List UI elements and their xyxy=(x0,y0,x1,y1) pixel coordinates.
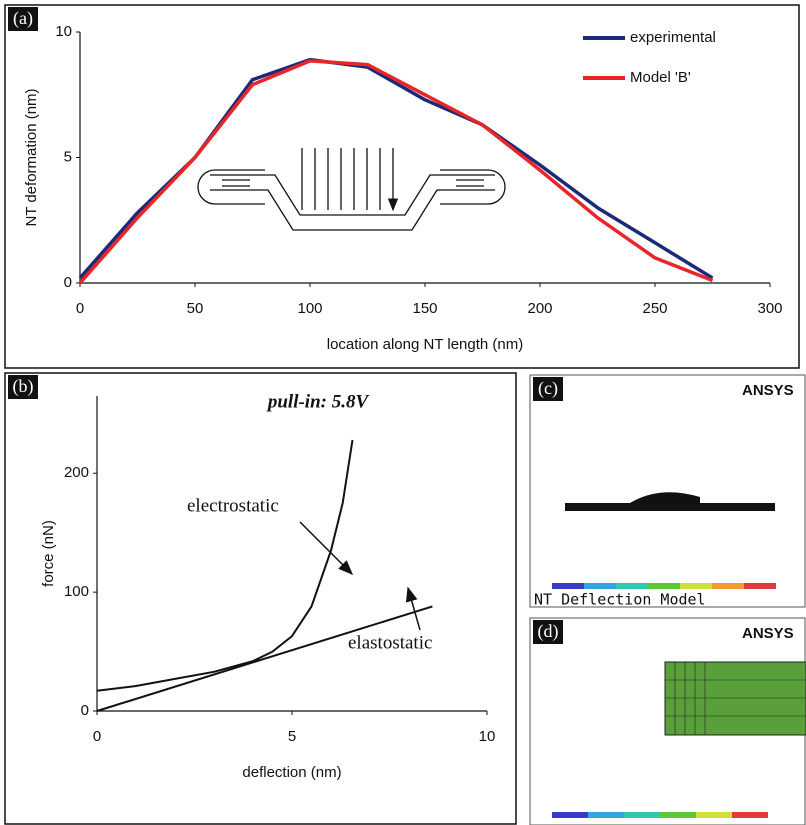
y-tick-label: 100 xyxy=(64,583,89,600)
y-tick-label: 200 xyxy=(64,464,89,481)
x-tick-label: 200 xyxy=(527,300,552,317)
panel-label-box xyxy=(533,620,563,644)
series-line xyxy=(78,57,714,280)
panel-label: (d) xyxy=(538,621,559,642)
y-tick-label: 0 xyxy=(64,274,72,291)
x-tick-label: 10 xyxy=(479,728,496,745)
chart-title: pull-in: 5.8V xyxy=(266,391,370,412)
annotation: electrostatic xyxy=(187,495,279,516)
panel-label: (b) xyxy=(13,376,34,397)
y-axis-label: force (nN) xyxy=(40,520,57,587)
panel-a-frame xyxy=(4,4,800,369)
x-tick-label: 0 xyxy=(93,728,101,745)
y-axis-label: NT deformation (nm) xyxy=(23,88,40,226)
caption: NT Deflection Model xyxy=(534,591,706,609)
schematic xyxy=(197,148,506,231)
legend-label: Model 'B' xyxy=(630,69,691,86)
y-tick-label: 5 xyxy=(64,148,72,165)
x-tick-label: 0 xyxy=(76,300,84,317)
annotation-arrow xyxy=(405,586,421,631)
legend-label: experimental xyxy=(630,29,716,46)
panel-label: (c) xyxy=(538,378,558,399)
x-tick-label: 250 xyxy=(642,300,667,317)
screen-d xyxy=(529,617,806,825)
panel-label-box xyxy=(8,375,38,399)
series-line xyxy=(96,439,354,692)
x-tick-label: 5 xyxy=(288,728,296,745)
panel-b-frame xyxy=(4,372,517,825)
annotation-arrow xyxy=(299,521,354,576)
logo: ANSYS xyxy=(742,625,794,642)
panel-label-box xyxy=(533,377,563,401)
panel-label-box xyxy=(8,7,38,31)
x-tick-label: 100 xyxy=(297,300,322,317)
series-line xyxy=(78,59,714,285)
logo: ANSYS xyxy=(742,382,794,399)
x-tick-label: 300 xyxy=(757,300,782,317)
screen-c xyxy=(529,374,806,608)
series-line xyxy=(96,605,433,712)
x-axis-label: location along NT length (nm) xyxy=(327,336,524,353)
annotation: elastostatic xyxy=(348,632,432,653)
x-tick-label: 50 xyxy=(187,300,204,317)
panel-label: (a) xyxy=(13,8,33,29)
y-tick-label: 10 xyxy=(55,23,72,40)
x-tick-label: 150 xyxy=(412,300,437,317)
x-axis-label: deflection (nm) xyxy=(242,764,341,781)
y-tick-label: 0 xyxy=(81,702,89,719)
